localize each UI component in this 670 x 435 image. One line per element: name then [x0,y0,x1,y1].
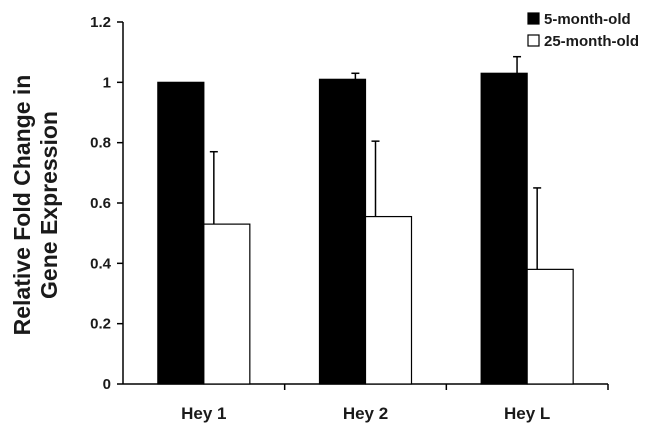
y-axis-title-line-2: Gene Expression [36,111,62,299]
legend-swatch [527,12,540,25]
y-tick-label: 0.4 [90,255,112,272]
y-axis-title: Relative Fold Change in Gene Expression [9,75,62,336]
x-tick-label: Hey L [504,404,550,423]
legend-label: 25-month-old [544,33,639,50]
x-tick-labels: Hey 1 Hey 2 Hey L [181,404,550,423]
bar-series-2 [526,268,574,385]
bar-series-1 [480,72,528,385]
legend: 5-month-old 25-month-old [527,11,639,50]
y-tick-label: 0.8 [90,135,111,152]
y-tick-label: 1.2 [90,14,111,31]
y-tick-label: 1 [103,74,111,91]
bar-series-1 [157,81,205,385]
bars [157,55,574,385]
y-axis-title-line-1: Relative Fold Change in [9,75,35,336]
x-tick-label: Hey 1 [181,404,226,423]
y-tick-label: 0.2 [90,316,111,333]
bar-series-2 [203,223,251,385]
x-tick-label: Hey 2 [343,404,388,423]
legend-label: 5-month-old [544,11,631,28]
legend-swatch [527,34,540,47]
bar-series-2 [364,215,413,385]
bar-series-1 [318,78,367,385]
y-tick-label: 0.6 [90,195,111,212]
y-tick-label: 0 [103,376,111,393]
